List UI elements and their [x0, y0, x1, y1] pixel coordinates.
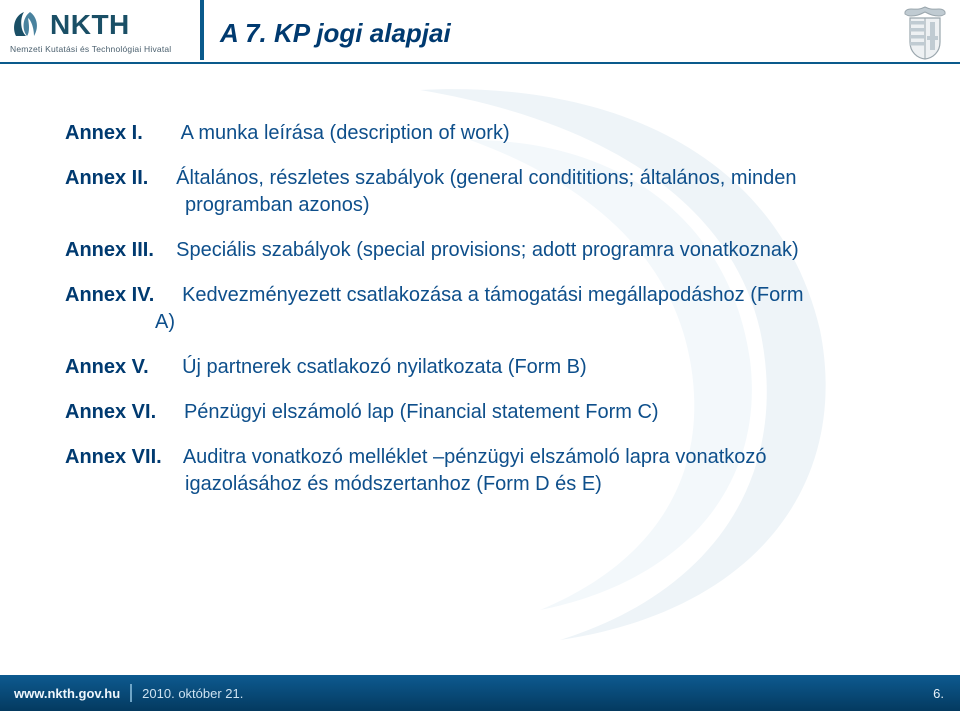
annex-text: Általános, részletes szabályok (general … — [176, 167, 796, 189]
org-logo: NKTH Nemzeti Kutatási és Technológiai Hi… — [10, 8, 200, 54]
logo-subtitle: Nemzeti Kutatási és Technológiai Hivatal — [10, 44, 200, 54]
annex-text: Pénzügyi elszámoló lap (Financial statem… — [184, 401, 659, 423]
footer-date: 2010. október 21. — [142, 686, 243, 701]
annex-item: Annex VI. Pénzügyi elszámoló lap (Financ… — [65, 397, 900, 428]
annex-label: Annex VII. — [65, 446, 162, 468]
annex-text-cont: programban azonos) — [185, 190, 900, 221]
title-vertical-rule — [200, 0, 204, 60]
annex-label: Annex III. — [65, 239, 154, 261]
annex-text: Kedvezményezett csatlakozása a támogatás… — [182, 284, 803, 306]
annex-text-cont: igazolásához és módszertanhoz (Form D és… — [185, 469, 900, 500]
annex-text: A munka leírása (description of work) — [181, 122, 510, 144]
logo-mark-icon — [10, 8, 44, 42]
slide-header: NKTH Nemzeti Kutatási és Technológiai Hi… — [0, 0, 960, 68]
footer-url: www.nkth.gov.hu — [14, 686, 120, 701]
footer-page-number: 6. — [933, 686, 944, 701]
annex-text: Auditra vonatkozó melléklet –pénzügyi el… — [183, 446, 767, 468]
header-rule — [0, 62, 960, 64]
crest-icon — [904, 6, 946, 60]
annex-label: Annex I. — [65, 122, 143, 144]
annex-label: Annex V. — [65, 356, 149, 378]
logo-text: NKTH — [50, 9, 130, 41]
annex-text: Új partnerek csatlakozó nyilatkozata (Fo… — [182, 356, 587, 378]
annex-text-cont: A) — [155, 307, 900, 338]
slide-body: Annex I. A munka leírása (description of… — [0, 68, 960, 500]
slide-footer: www.nkth.gov.hu 2010. október 21. 6. — [0, 675, 960, 711]
annex-item: Annex V. Új partnerek csatlakozó nyilatk… — [65, 352, 900, 383]
annex-label: Annex IV. — [65, 284, 154, 306]
annex-item: Annex I. A munka leírása (description of… — [65, 118, 900, 149]
annex-text: Speciális szabályok (special provisions;… — [176, 239, 799, 261]
annex-label: Annex II. — [65, 167, 148, 189]
annex-item: Annex VII. Auditra vonatkozó melléklet –… — [65, 442, 900, 500]
page-title: A 7. KP jogi alapjai — [220, 18, 451, 49]
annex-item: Annex II. Általános, részletes szabályok… — [65, 163, 900, 221]
footer-separator — [130, 684, 132, 702]
annex-item: Annex IV. Kedvezményezett csatlakozása a… — [65, 280, 900, 338]
annex-item: Annex III. Speciális szabályok (special … — [65, 235, 900, 266]
annex-label: Annex VI. — [65, 401, 156, 423]
